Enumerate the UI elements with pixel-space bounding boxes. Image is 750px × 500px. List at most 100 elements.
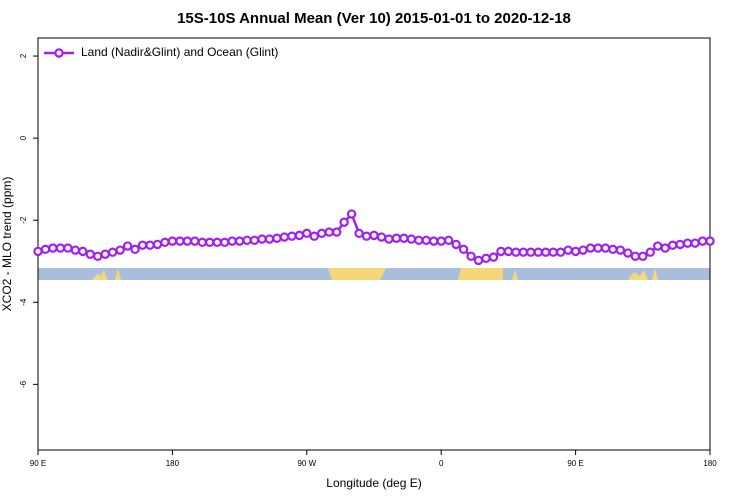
data-point	[130, 244, 140, 255]
data-point	[451, 239, 461, 250]
data-point	[600, 243, 611, 253]
data-point	[653, 241, 663, 251]
data-point	[690, 238, 700, 248]
data-point	[376, 232, 387, 242]
data-point	[205, 237, 215, 248]
y-tick-label: 2	[19, 53, 28, 58]
data-point	[399, 233, 409, 243]
data-point	[458, 244, 469, 255]
data-point	[436, 236, 446, 246]
data-point	[682, 238, 693, 248]
data-point	[227, 236, 237, 246]
data-point	[667, 240, 678, 250]
x-axis-label: Longitude (deg E)	[326, 476, 421, 490]
data-point	[93, 251, 103, 262]
data-point	[608, 244, 618, 255]
data-point	[78, 246, 88, 257]
data-point	[346, 209, 357, 219]
y-tick-label: -2	[19, 216, 28, 224]
data-point	[623, 248, 633, 258]
legend-label: Land (Nadir&Glint) and Ocean (Glint)	[81, 45, 278, 59]
data-point	[197, 237, 207, 248]
data-point	[481, 253, 491, 264]
data-point	[294, 230, 305, 241]
data-point	[317, 228, 327, 239]
y-tick-label: 0	[19, 135, 28, 140]
data-point	[518, 247, 529, 257]
data-point	[660, 243, 670, 253]
data-point	[279, 232, 290, 242]
data-point	[48, 243, 58, 253]
data-point	[533, 247, 543, 257]
data-point	[593, 243, 603, 253]
data-point	[548, 247, 558, 257]
data-point	[152, 239, 163, 250]
data-point	[645, 247, 655, 257]
data-point	[615, 245, 626, 255]
data-point	[167, 236, 178, 246]
data-point	[526, 247, 536, 257]
chart-title: 15S-10S Annual Mean (Ver 10) 2015-01-01 …	[177, 10, 571, 27]
data-point	[331, 227, 342, 237]
data-point	[354, 228, 364, 239]
data-point	[705, 236, 715, 246]
data-point	[212, 237, 222, 248]
data-point	[70, 245, 81, 255]
data-point	[369, 230, 379, 241]
data-point	[219, 237, 230, 248]
data-point	[145, 240, 155, 250]
x-tick-label: 180	[703, 459, 717, 468]
data-point	[190, 236, 200, 246]
data-point	[63, 243, 73, 253]
data-point	[100, 249, 110, 259]
data-point	[234, 236, 245, 246]
data-point	[309, 231, 319, 241]
data-point	[638, 251, 648, 262]
data-point	[697, 236, 708, 246]
y-tick-label: -4	[19, 298, 28, 306]
data-point	[496, 246, 506, 257]
data-point	[115, 245, 125, 255]
data-point	[541, 247, 551, 257]
x-tick-label: 90 W	[297, 459, 316, 468]
y-tick-label: -6	[19, 380, 28, 388]
data-point	[107, 247, 118, 257]
data-point	[324, 227, 334, 237]
x-tick-label: 0	[439, 459, 444, 468]
data-point	[503, 246, 514, 257]
data-point	[555, 247, 566, 257]
data-point	[182, 236, 193, 246]
data-point	[264, 234, 275, 244]
data-point	[272, 233, 282, 243]
data-point	[175, 236, 185, 246]
data-point	[578, 245, 588, 255]
data-point	[511, 247, 521, 257]
data-point	[406, 234, 417, 244]
data-point	[585, 243, 596, 253]
x-tick-label: 90 E	[30, 459, 46, 468]
data-point	[137, 240, 148, 250]
data-point	[160, 237, 170, 248]
data-point	[257, 234, 267, 244]
data-point	[361, 231, 372, 241]
data-point	[55, 243, 66, 253]
y-axis-label: XCO2 - MLO trend (ppm)	[0, 177, 14, 312]
data-point	[421, 235, 431, 246]
data-point	[384, 234, 394, 244]
x-tick-label: 90 E	[567, 459, 583, 468]
data-point	[302, 228, 312, 239]
data-point	[414, 235, 424, 246]
data-point	[443, 235, 454, 246]
data-point	[570, 246, 581, 257]
data-point	[473, 255, 484, 266]
legend-marker	[54, 48, 64, 58]
data-point	[339, 217, 349, 227]
data-point	[630, 251, 641, 262]
data-point	[391, 233, 402, 243]
data-point	[563, 245, 573, 255]
land-ocean-strip	[38, 268, 710, 280]
data-point	[242, 235, 252, 246]
data-point	[429, 236, 439, 246]
data-point	[488, 252, 499, 262]
